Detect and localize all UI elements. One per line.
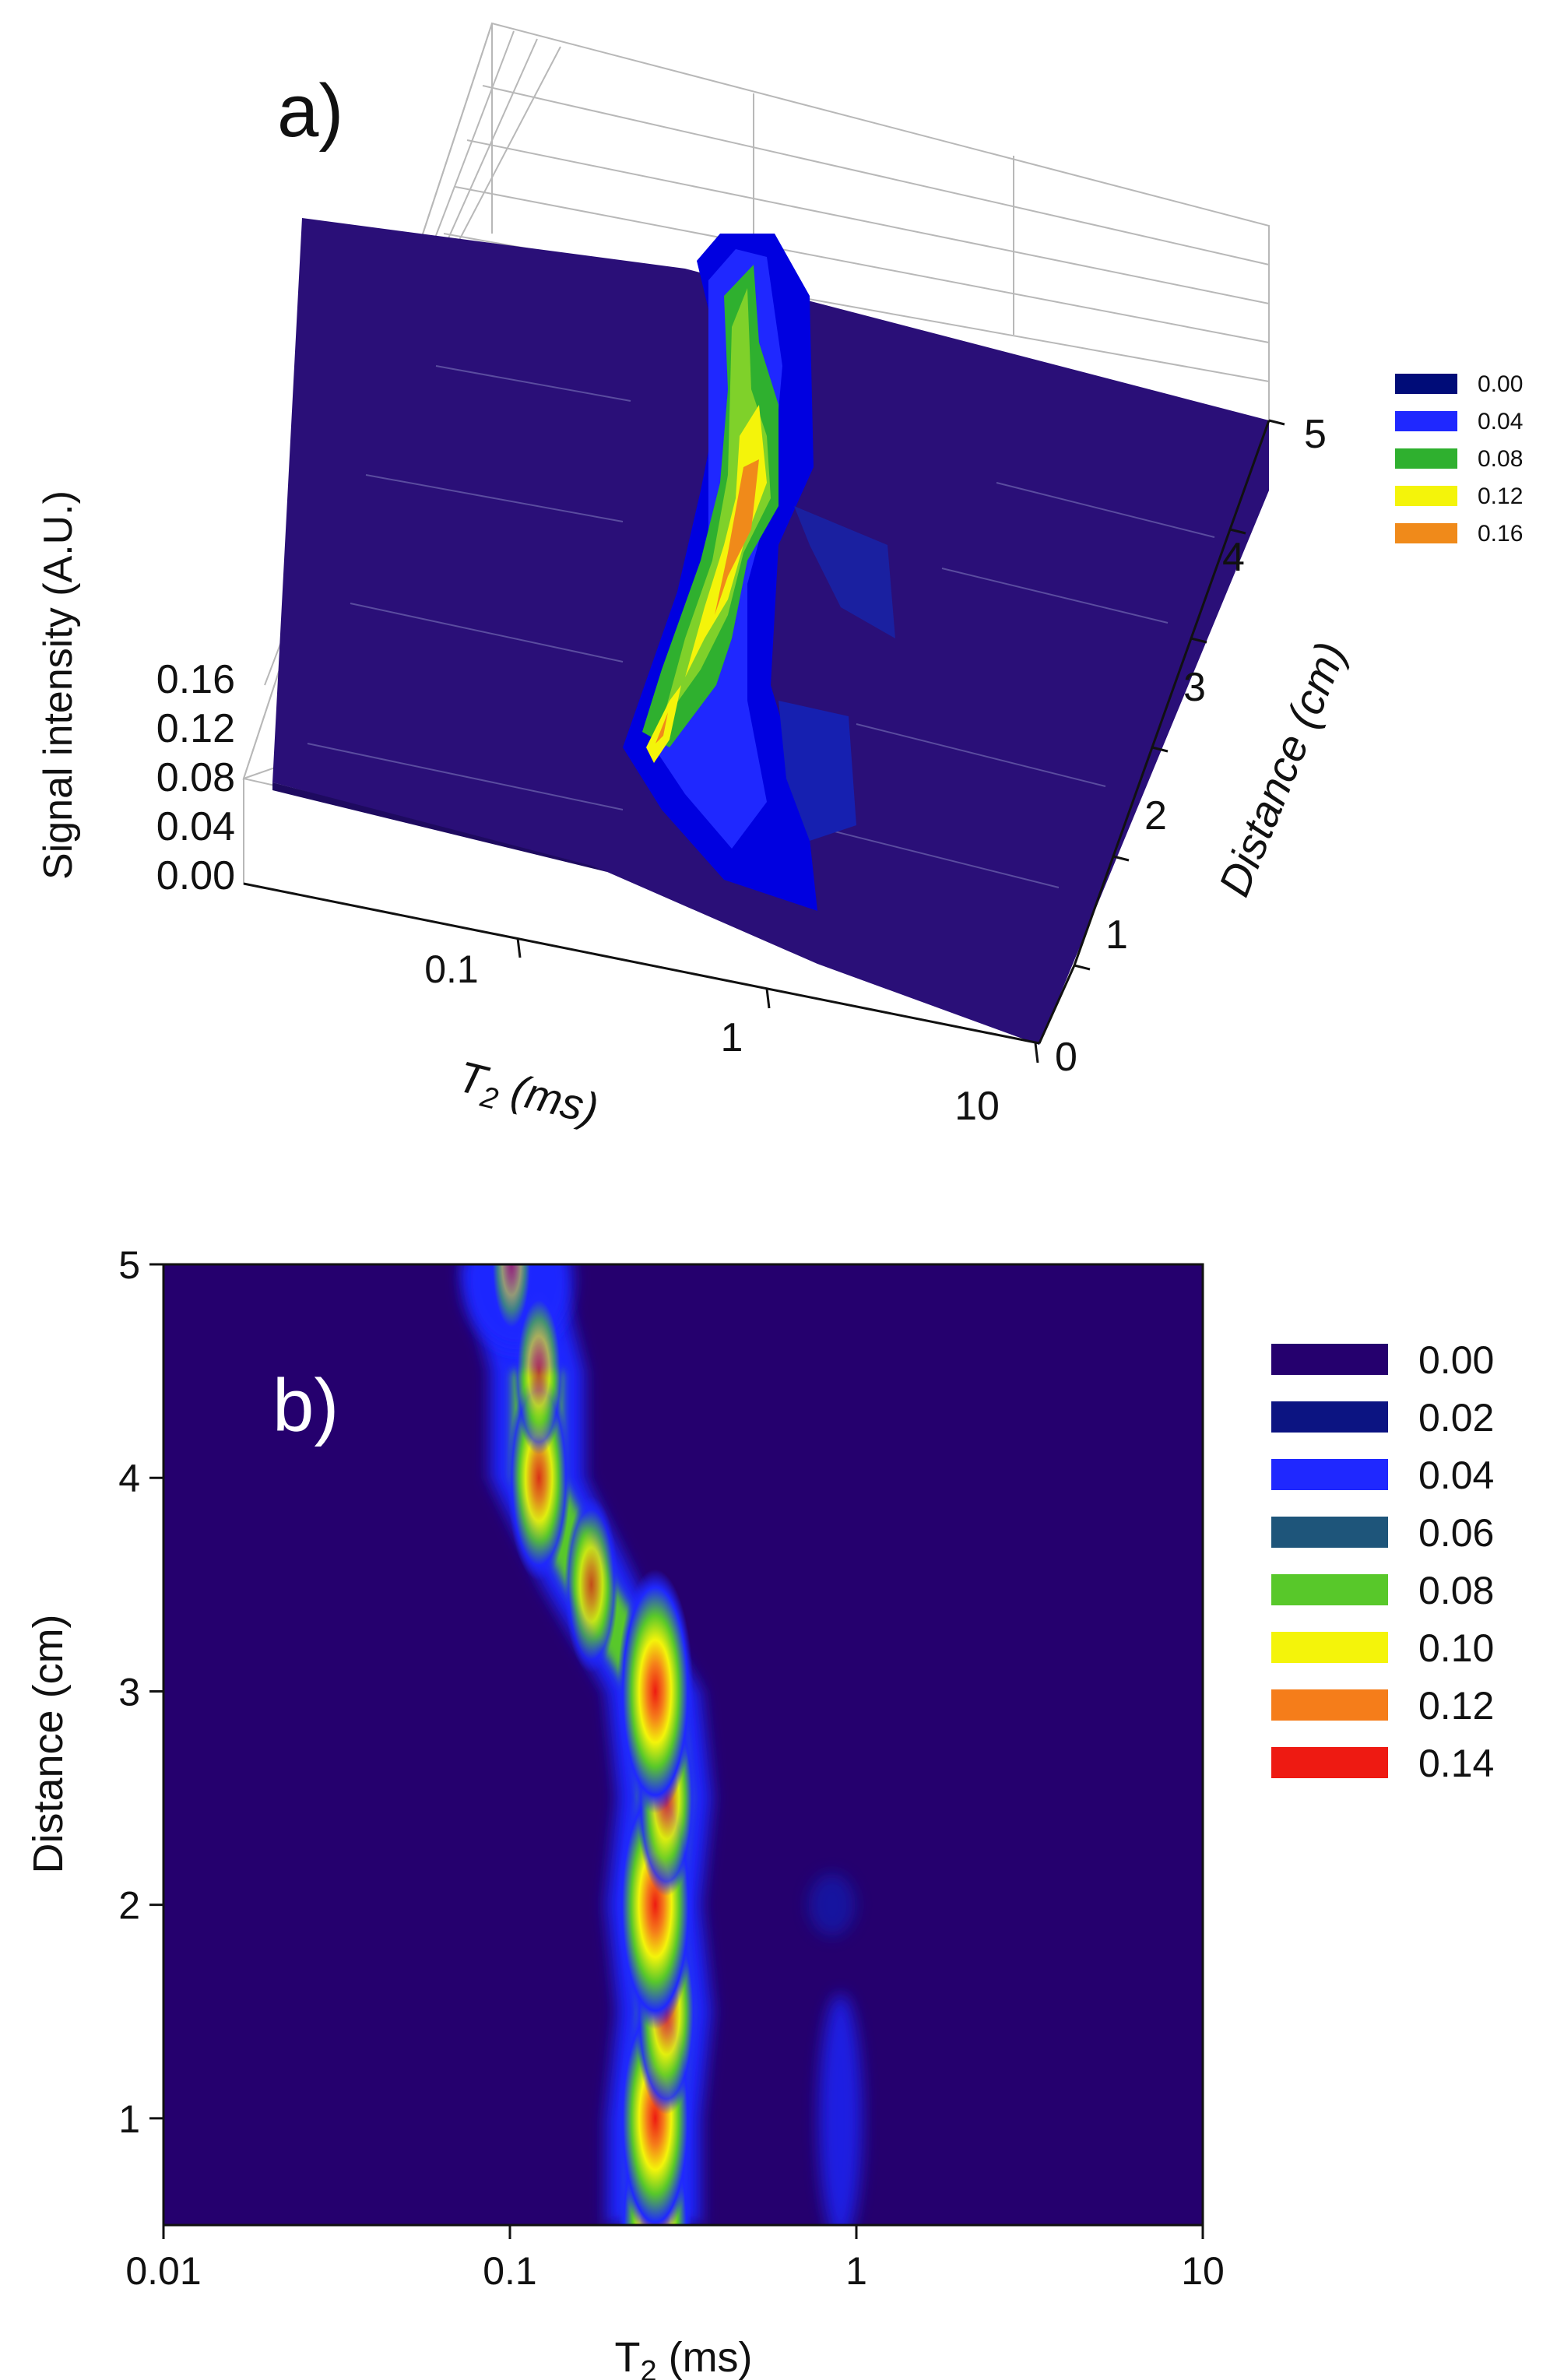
legend-swatch xyxy=(1271,1401,1388,1433)
x-tick-label: 0.1 xyxy=(424,947,479,991)
distance-tick-label: 5 xyxy=(1304,412,1327,457)
panel-b-label: b) xyxy=(272,1364,339,1447)
legend-label: 0.04 xyxy=(1418,1454,1494,1497)
distance-tick-label: 3 xyxy=(1183,665,1206,710)
x-axis-label: T2 (ms) xyxy=(452,1052,603,1141)
x-tick-label: 0.01 xyxy=(125,2249,201,2293)
x-tick-label: 10 xyxy=(954,1084,1000,1129)
heatmap-frame xyxy=(162,1263,1204,2227)
legend-label: 0.14 xyxy=(1418,1742,1494,1785)
legend-label: 0.12 xyxy=(1478,483,1523,509)
z-tick-label: 0.00 xyxy=(156,853,235,898)
legend-swatch xyxy=(1395,486,1457,506)
legend-swatch xyxy=(1271,1689,1388,1721)
legend-label: 0.00 xyxy=(1478,371,1523,397)
legend-swatch xyxy=(1395,523,1457,543)
intensity-peak xyxy=(564,1496,619,1673)
y-axis-label: Distance (cm) xyxy=(25,1614,72,1873)
surface-front-edge xyxy=(272,782,607,872)
distance-tick-label: 1 xyxy=(1105,912,1128,958)
legend-label: 0.04 xyxy=(1478,409,1523,434)
legend-label: 0.02 xyxy=(1418,1396,1494,1440)
legend-label: 0.12 xyxy=(1418,1684,1494,1728)
panel-a-label: a) xyxy=(277,69,343,153)
y-tick-label: 5 xyxy=(118,1243,140,1287)
z-tick-label: 0.16 xyxy=(156,657,235,702)
legend-swatch xyxy=(1395,374,1457,394)
z-axis-label: Signal intensity (A.U.) xyxy=(36,490,81,880)
distance-tick-label: 2 xyxy=(1144,793,1167,838)
panel-b-axes: 0.01 0.1 1 10 1 2 3 4 5 xyxy=(118,1243,1225,2293)
legend-label: 0.08 xyxy=(1478,446,1523,472)
legend-swatch xyxy=(1271,1747,1388,1778)
distance-tick-label: 0 xyxy=(1055,1035,1077,1080)
panel-a-legend: 0.00 0.04 0.08 0.12 0.16 xyxy=(1395,371,1523,547)
legend-swatch xyxy=(1271,1344,1388,1375)
x-tick-label: 1 xyxy=(845,2249,867,2293)
x-tick-label: 0.1 xyxy=(483,2249,537,2293)
legend-swatch xyxy=(1271,1517,1388,1548)
panel-b-legend: 0.00 0.02 0.04 0.06 0.08 0.10 0.12 0.14 xyxy=(1271,1338,1494,1785)
secondary-feature xyxy=(818,1993,863,2225)
legend-swatch xyxy=(1395,448,1457,469)
y-tick-label: 3 xyxy=(118,1670,140,1714)
legend-swatch xyxy=(1271,1574,1388,1605)
surface-gridlines xyxy=(307,365,1215,888)
legend-swatch xyxy=(1271,1632,1388,1663)
distance-axis-label: Distance (cm) xyxy=(1209,635,1355,903)
z-tick-label: 0.12 xyxy=(156,706,235,751)
x-axis-label: T2 (ms) xyxy=(614,2334,752,2380)
panel-a-axes xyxy=(243,420,1271,1045)
legend-label: 0.08 xyxy=(1418,1569,1494,1612)
surface-ridge xyxy=(623,234,895,911)
panel-a-surface-plot: a) 0.16 0.12 0.08 0.04 0.00 Signal inten… xyxy=(36,22,1523,1141)
intensity-peak xyxy=(489,1264,534,1338)
intensity-peak xyxy=(617,1569,694,1814)
y-tick-label: 1 xyxy=(118,2097,140,2141)
distance-tick-labels: 0 1 2 3 4 5 xyxy=(1055,412,1327,1080)
legend-label: 0.16 xyxy=(1478,521,1523,547)
distance-tick-label: 4 xyxy=(1222,535,1245,580)
z-tick-labels: 0.16 0.12 0.08 0.04 0.00 xyxy=(156,657,235,898)
z-tick-label: 0.04 xyxy=(156,804,235,849)
panel-a-ticks xyxy=(516,419,1285,1063)
legend-label: 0.06 xyxy=(1418,1511,1494,1555)
legend-label: 0.10 xyxy=(1418,1626,1494,1670)
legend-swatch xyxy=(1271,1459,1388,1490)
legend-label: 0.00 xyxy=(1418,1338,1494,1382)
legend-swatch xyxy=(1395,411,1457,431)
heatmap-layer xyxy=(463,1264,863,2225)
intensity-peak xyxy=(513,1287,564,1455)
secondary-feature xyxy=(808,1873,856,1936)
y-tick-label: 4 xyxy=(118,1457,140,1500)
panel-b-heatmap: 0.01 0.1 1 10 1 2 3 4 5 b) Distance (cm) T2 (ms)… xyxy=(25,1243,1494,2380)
x-tick-label: 1 xyxy=(721,1015,743,1060)
z-tick-label: 0.08 xyxy=(156,755,235,800)
x-tick-label: 10 xyxy=(1181,2249,1225,2293)
y-tick-label: 2 xyxy=(118,1884,140,1928)
